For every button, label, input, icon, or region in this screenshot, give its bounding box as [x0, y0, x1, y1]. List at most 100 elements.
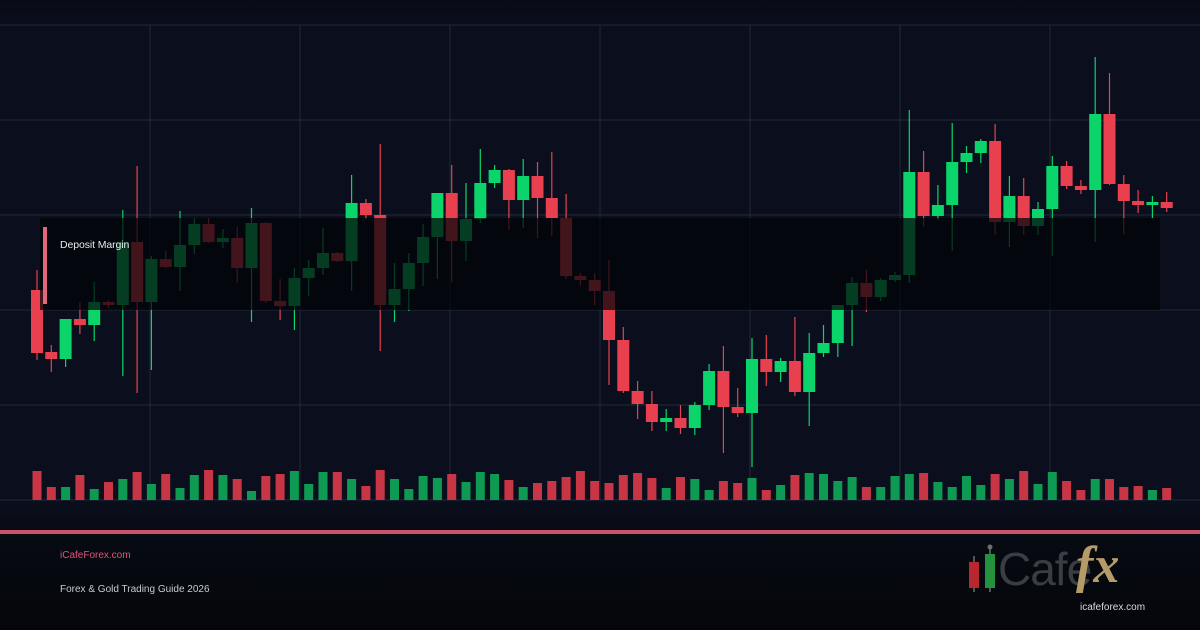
candle-body: [746, 359, 758, 413]
candle-body: [645, 404, 658, 422]
volume-bar: [704, 490, 714, 500]
volume-bar: [232, 479, 242, 500]
volume-bar: [418, 476, 428, 500]
volume-bar: [275, 474, 285, 500]
candle-body: [1103, 114, 1116, 184]
volume-bar: [919, 473, 929, 500]
volume-bar: [461, 482, 471, 500]
volume-bar: [618, 475, 628, 500]
volume-bar: [790, 475, 800, 500]
brand-logo: Cafe fx icafeforex.com: [960, 537, 1200, 620]
logo-word: Cafe: [998, 543, 1092, 595]
volume-bar: [990, 474, 1000, 500]
volume-bar: [218, 475, 228, 500]
volume-bar: [590, 481, 600, 500]
volume-bar: [647, 478, 657, 500]
volume-bar: [690, 479, 700, 500]
chart-area: Deposit Margin: [0, 0, 1200, 530]
volume-bar: [1162, 488, 1172, 500]
volume-bar: [1119, 487, 1129, 500]
volume-bar: [490, 474, 500, 500]
candle-body: [831, 305, 844, 343]
footer-divider: [0, 530, 1200, 534]
volume-bar: [718, 481, 728, 500]
candle-body: [817, 343, 830, 353]
volume-bar: [633, 473, 643, 500]
candle-body: [45, 352, 58, 359]
volume-bar: [861, 487, 871, 500]
volume-bar: [289, 471, 299, 500]
volume-bar: [676, 477, 685, 500]
candle-body: [1074, 186, 1087, 190]
volume-bar: [175, 488, 185, 500]
volume-bar: [146, 484, 156, 500]
volume-bar: [819, 474, 828, 500]
volume-bar: [747, 478, 757, 500]
volume-bar: [1133, 486, 1143, 500]
footer: [0, 534, 1200, 630]
candle-body: [531, 176, 544, 198]
volume-bar: [776, 485, 786, 500]
zone-marker: [43, 227, 47, 304]
site-link[interactable]: iCafeForex.com: [60, 550, 131, 561]
volume-bar: [89, 489, 99, 500]
candle-body: [488, 170, 501, 183]
volume-bar: [604, 483, 614, 500]
volume-bar: [804, 473, 814, 500]
footer-title: Forex & Gold Trading Guide 2026: [60, 584, 210, 595]
volume-bar: [304, 484, 314, 500]
volume-bar: [118, 479, 128, 500]
volume-bar: [475, 472, 485, 500]
candle-body: [674, 418, 687, 428]
volume-bar: [1047, 472, 1057, 500]
candle-body: [960, 153, 973, 162]
candle-body: [1003, 196, 1016, 222]
volume-bar: [332, 472, 342, 500]
candle-body: [1046, 166, 1059, 209]
candle-body: [545, 198, 558, 218]
candle-body: [946, 162, 959, 205]
volume-bar: [61, 487, 71, 500]
volume-bar: [1105, 479, 1114, 500]
volume-bar: [761, 490, 771, 500]
logo-url: icafeforex.com: [1080, 602, 1146, 613]
candle-body: [1132, 201, 1145, 205]
volume-bar: [575, 471, 585, 500]
candle-body: [688, 405, 701, 428]
candle-body: [359, 203, 372, 215]
logo-fx: fx: [1076, 537, 1120, 594]
candle-body: [1146, 202, 1159, 205]
candle-body: [1089, 114, 1102, 190]
candle-body: [1017, 196, 1030, 226]
candle-body: [502, 170, 515, 200]
candle-body: [731, 407, 744, 413]
candle-body: [73, 319, 86, 325]
volume-bar: [847, 477, 857, 500]
volume-bar: [876, 487, 886, 500]
candle-body: [59, 319, 72, 359]
volume-bar: [904, 474, 914, 500]
volume-bar: [547, 481, 557, 500]
volume-bar: [962, 476, 971, 500]
candle-body: [989, 141, 1002, 222]
volume-bar: [204, 470, 214, 500]
volume-bar: [404, 489, 414, 500]
volume-bar: [432, 478, 442, 500]
volume-bar: [247, 491, 256, 500]
volume-bar: [947, 487, 957, 500]
volume-bar: [75, 475, 85, 500]
candle-body: [1060, 166, 1073, 186]
volume-bar: [347, 479, 357, 500]
candle-body: [717, 371, 730, 407]
volume-bar: [1090, 479, 1100, 500]
volume-bar: [1062, 481, 1072, 500]
volume-bar: [661, 488, 671, 500]
candle-body: [660, 418, 673, 422]
candles-logo-icon: [969, 544, 995, 592]
candle-body: [474, 183, 487, 219]
volume-bar: [976, 485, 986, 500]
candle-body: [617, 340, 630, 391]
volume-bar: [104, 482, 113, 500]
volume-bar: [161, 474, 171, 500]
candle-body: [974, 141, 987, 153]
